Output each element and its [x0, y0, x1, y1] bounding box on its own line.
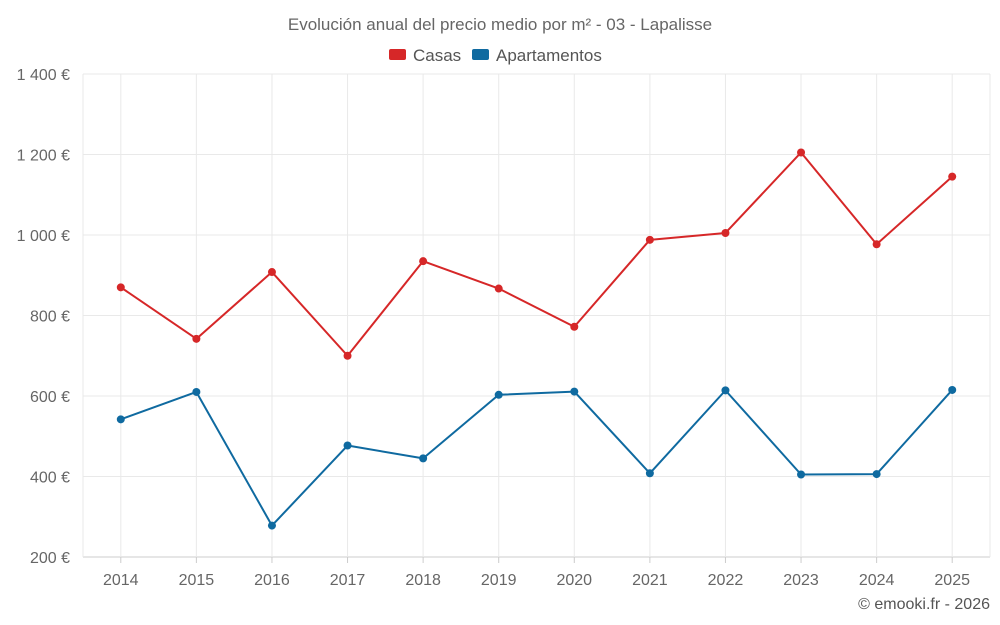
credit-text: © emooki.fr - 2026: [858, 596, 990, 613]
y-tick-label: 600 €: [30, 389, 70, 406]
x-tick-label: 2024: [859, 572, 895, 589]
data-point-apartamentos[interactable]: [570, 387, 579, 396]
data-point-casas[interactable]: [872, 240, 881, 249]
data-point-apartamentos[interactable]: [343, 441, 352, 450]
legend-item-apartamentos[interactable]: Apartamentos: [472, 46, 602, 65]
series-line-casas: [120, 151, 953, 357]
x-tick-label: 2022: [708, 572, 744, 589]
series-line-apartamentos: [120, 389, 953, 527]
data-point-casas[interactable]: [797, 148, 806, 157]
data-point-apartamentos[interactable]: [116, 415, 125, 424]
legend-item-casas[interactable]: Casas: [389, 46, 461, 65]
data-point-casas[interactable]: [721, 228, 730, 237]
y-tick-label: 800 €: [30, 309, 70, 326]
data-point-apartamentos[interactable]: [797, 470, 806, 479]
legend: Casas Apartamentos: [389, 46, 602, 65]
data-point-apartamentos[interactable]: [721, 386, 730, 395]
data-point-apartamentos[interactable]: [948, 385, 957, 394]
x-tick-label: 2020: [556, 572, 592, 589]
x-tick-label: 2015: [179, 572, 215, 589]
series: [116, 148, 957, 530]
x-tick-label: 2017: [330, 572, 366, 589]
x-tick-label: 2018: [405, 572, 441, 589]
y-tick-label: 1 400 €: [17, 67, 70, 84]
data-point-apartamentos[interactable]: [494, 390, 503, 399]
data-point-casas[interactable]: [116, 283, 125, 292]
x-tick-label: 2025: [934, 572, 970, 589]
data-point-casas[interactable]: [419, 257, 428, 266]
legend-label-apartamentos: Apartamentos: [496, 46, 602, 65]
data-point-apartamentos[interactable]: [645, 469, 654, 478]
data-point-apartamentos[interactable]: [192, 387, 201, 396]
y-tick-label: 1 200 €: [17, 148, 70, 165]
data-point-casas[interactable]: [192, 334, 201, 343]
y-tick-label: 1 000 €: [17, 228, 70, 245]
y-tick-label: 200 €: [30, 550, 70, 567]
x-tick-label: 2019: [481, 572, 517, 589]
data-point-apartamentos[interactable]: [872, 470, 881, 479]
chart-title: Evolución anual del precio medio por m² …: [288, 15, 712, 34]
x-tick-label: 2016: [254, 572, 290, 589]
data-point-casas[interactable]: [494, 284, 503, 293]
x-tick-label: 2023: [783, 572, 819, 589]
data-point-casas[interactable]: [948, 172, 957, 181]
data-point-casas[interactable]: [343, 351, 352, 360]
x-tick-label: 2021: [632, 572, 668, 589]
legend-swatch-casas: [389, 49, 406, 60]
data-point-apartamentos[interactable]: [267, 521, 276, 530]
grid: [82, 73, 991, 558]
legend-swatch-apartamentos: [472, 49, 489, 60]
x-tick-label: 2014: [103, 572, 139, 589]
legend-label-casas: Casas: [413, 46, 461, 65]
data-point-casas[interactable]: [570, 322, 579, 331]
y-tick-label: 400 €: [30, 470, 70, 487]
data-point-casas[interactable]: [645, 235, 654, 244]
data-point-casas[interactable]: [267, 268, 276, 277]
data-point-apartamentos[interactable]: [419, 454, 428, 463]
axes: 200 € 400 € 600 € 800 € 1 000 € 1 200 € 1 400 …: [17, 67, 970, 589]
